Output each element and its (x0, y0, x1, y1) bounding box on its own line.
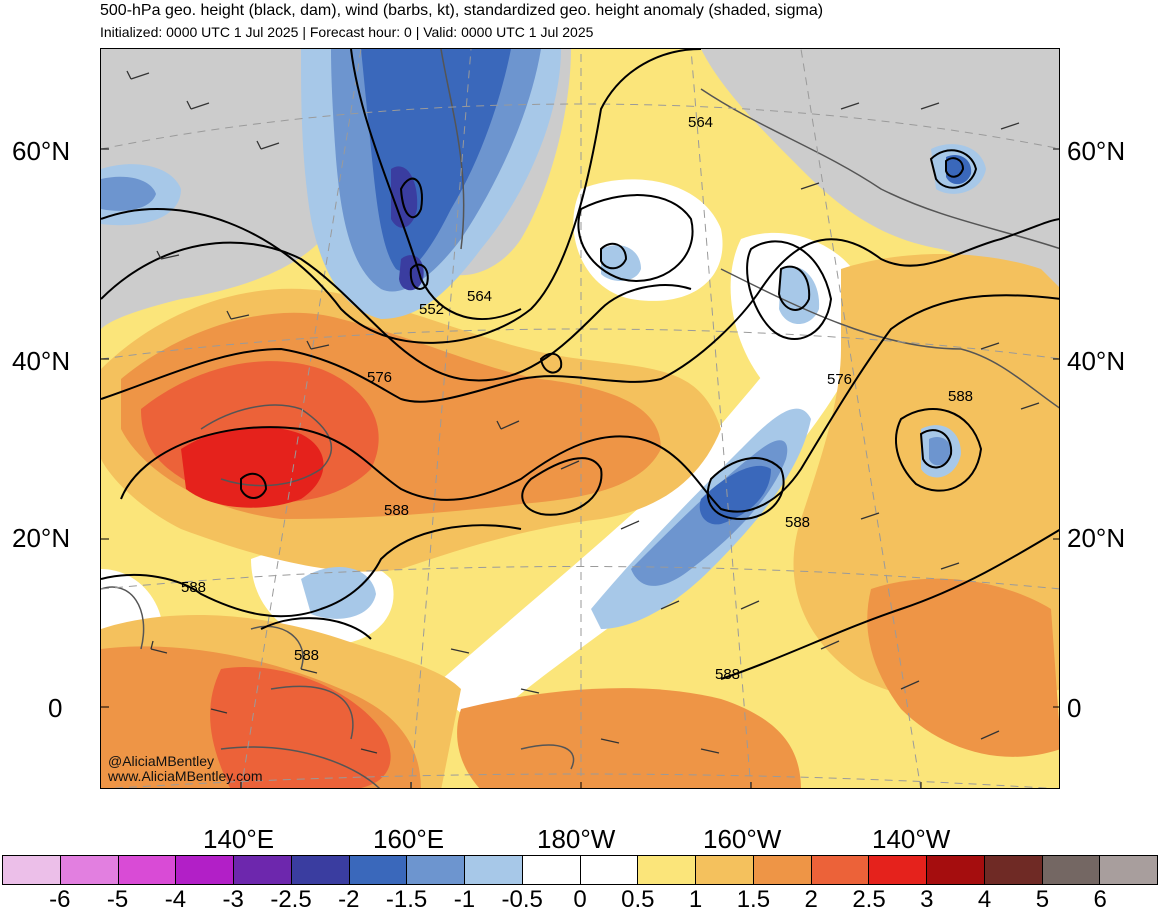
colorbar-box (465, 856, 523, 884)
contour-label: 552 (419, 301, 444, 318)
anomaly-red-region (181, 426, 324, 508)
colorbar-box (522, 856, 581, 884)
colorbar-box (234, 856, 292, 884)
colorbar-tick-label: 3 (920, 886, 934, 913)
anomaly-blue-region (601, 245, 641, 281)
colorbar-tick-label: -2 (338, 886, 360, 913)
colorbar-box (984, 856, 1043, 884)
colorbar-box (3, 856, 61, 884)
contour-label: 564 (467, 288, 492, 305)
colorbar-tick-label: 0.5 (621, 886, 655, 913)
contour-label: 564 (688, 114, 713, 131)
lon-label: 140°W (872, 824, 951, 854)
colorbar-box (811, 856, 870, 884)
lon-label: 160°W (703, 824, 782, 854)
colorbar-tick-label: -4 (164, 886, 187, 913)
map-canvas: 564 552 564 576 576 588 588 588 588 588 … (101, 49, 1059, 788)
colorbar-tick-label: -3 (222, 886, 244, 913)
anomaly-blue-region (699, 465, 771, 525)
colorbar-tick-label: 5 (1035, 886, 1050, 913)
coastline (440, 49, 1059, 409)
credit-handle: @AliciaMBentley (108, 753, 215, 769)
anomaly-blue-region (101, 176, 156, 211)
colorbar-box (176, 856, 234, 884)
colorbar-tick-label: -5 (106, 886, 129, 913)
colorbar-box (753, 856, 812, 884)
colorbar-tick-label: 2 (804, 886, 818, 913)
weather-map: 564 552 564 576 576 588 588 588 588 588 … (100, 48, 1060, 789)
lon-label: 140°E (203, 824, 275, 854)
lon-label: 180°W (537, 824, 616, 854)
colorbar-box (1100, 856, 1157, 884)
contour-label: 576 (827, 371, 852, 388)
colorbar-box (638, 856, 696, 884)
colorbar-box (349, 856, 408, 884)
colorbar-box (60, 856, 119, 884)
height-contours (101, 49, 1059, 680)
colorbar-box (291, 856, 350, 884)
colorbar-tick-label: 4 (977, 886, 992, 913)
colorbar-box (927, 856, 985, 884)
anomaly-blue-region (929, 436, 952, 466)
map-title: 500-hPa geo. height (black, dam), wind (… (100, 2, 824, 19)
lat-label-left: 40°N (12, 346, 71, 376)
colorbar-tick-label: -0.5 (501, 886, 543, 913)
credit-url: www.AliciaMBentley.com (108, 768, 263, 784)
lat-label-left: 20°N (12, 523, 71, 553)
colorbar-tick-label: 0 (573, 886, 587, 913)
colorbar-box (407, 856, 465, 884)
anomaly-orange-region (867, 578, 1059, 757)
anomaly-white-region (431, 319, 861, 729)
lat-label-left: 60°N (12, 136, 71, 166)
colorbar-box (118, 856, 177, 884)
map-subtitle: Initialized: 0000 UTC 1 Jul 2025 | Forec… (100, 24, 594, 40)
lon-label: 160°E (373, 824, 445, 854)
contour-label: 588 (384, 502, 409, 519)
anomaly-blue-region (779, 266, 820, 324)
colorbar-tick-label: -1.5 (385, 886, 428, 913)
contour-label: 588 (948, 388, 973, 405)
colorbar-box (580, 856, 639, 884)
lat-label-right: 20°N (1067, 523, 1126, 553)
anomaly-blue-region (301, 567, 376, 619)
colorbar-tick-label: 1.5 (736, 886, 771, 913)
colorbar-box (1042, 856, 1101, 884)
contour-label: 588 (715, 666, 740, 683)
anomaly-orange-region (457, 688, 801, 788)
lat-label-right: 0 (1067, 693, 1082, 723)
colorbar-tick-label: -2.5 (270, 886, 312, 913)
lat-label-right: 60°N (1067, 136, 1126, 166)
graticule (101, 49, 1059, 788)
lat-label-left: 0 (48, 693, 63, 723)
colorbar-tick-label: 1 (688, 886, 703, 913)
contour-label: 588 (181, 579, 206, 596)
colorbar-tick-label: 2.5 (852, 886, 886, 913)
colorbar-box (696, 856, 754, 884)
contour-label: 576 (367, 369, 392, 386)
axis-ticks (101, 148, 1059, 788)
colorbar-tick-label: -1 (453, 886, 476, 913)
lat-label-right: 40°N (1067, 346, 1126, 376)
colorbar (2, 855, 1158, 885)
anomaly-grey-region (701, 49, 1059, 347)
colorbar-tick-label: -6 (49, 886, 71, 913)
contour-label: 588 (785, 514, 810, 531)
colorbar-box (869, 856, 927, 884)
anomaly-red-region (210, 667, 391, 788)
wind-barbs (126, 70, 1040, 754)
colorbar-tick-label: 6 (1093, 886, 1107, 913)
contour-label: 588 (294, 647, 319, 664)
